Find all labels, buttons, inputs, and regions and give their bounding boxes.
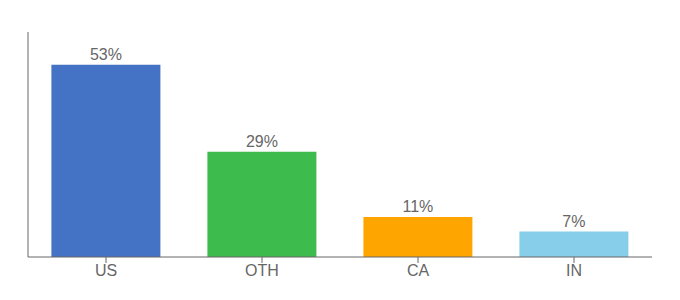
- svg-text:US: US: [95, 262, 117, 279]
- svg-text:11%: 11%: [402, 198, 433, 215]
- svg-text:29%: 29%: [246, 133, 278, 150]
- svg-text:7%: 7%: [562, 213, 585, 230]
- svg-text:CA: CA: [407, 262, 430, 279]
- svg-text:OTH: OTH: [245, 262, 279, 279]
- svg-text:IN: IN: [566, 262, 582, 279]
- svg-text:53%: 53%: [90, 46, 122, 63]
